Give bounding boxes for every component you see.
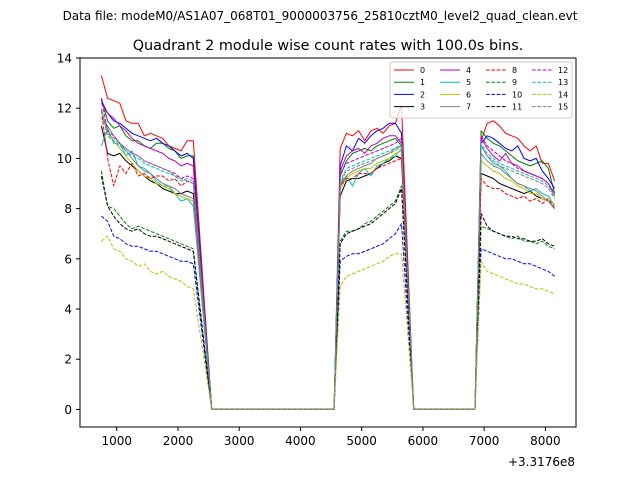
series-line-15 <box>100 108 556 410</box>
series-line-13 <box>100 110 556 410</box>
legend-label-2: 2 <box>420 90 425 99</box>
series-line-14 <box>101 235 555 410</box>
y-axis-ticks: 0 2 4 6 8 10 12 14 <box>57 52 80 417</box>
series-line-10 <box>101 215 555 410</box>
x-tick-label: 5000 <box>346 434 377 448</box>
x-tick-label: 7000 <box>469 434 500 448</box>
x-tick-label: 1000 <box>101 434 132 448</box>
legend-label-15: 15 <box>558 103 568 112</box>
x-tick-label: 3000 <box>224 434 255 448</box>
legend-label-3: 3 <box>420 103 425 112</box>
x-tick-label: 4000 <box>285 434 316 448</box>
legend-label-13: 13 <box>558 78 568 87</box>
series-line-0 <box>100 75 556 410</box>
series-line-4 <box>100 102 556 410</box>
legend-label-8: 8 <box>512 66 517 75</box>
legend-label-7: 7 <box>466 103 471 112</box>
y-tick-label: 8 <box>64 202 72 216</box>
y-tick-label: 14 <box>57 52 72 66</box>
legend-label-5: 5 <box>466 78 471 87</box>
x-tick-label: 6000 <box>408 434 439 448</box>
legend-label-12: 12 <box>558 66 568 75</box>
legend-label-1: 1 <box>420 78 425 87</box>
x-tick-label: 8000 <box>530 434 561 448</box>
series-line-11 <box>100 175 555 410</box>
y-tick-label: 2 <box>64 353 72 367</box>
series-line-7 <box>101 117 555 410</box>
series-line-12 <box>100 98 556 410</box>
legend-label-0: 0 <box>420 66 425 75</box>
legend-label-6: 6 <box>466 90 471 99</box>
legend-frame <box>389 61 573 119</box>
x-tick-label: 2000 <box>163 434 194 448</box>
y-tick-label: 6 <box>64 252 72 266</box>
legend-label-10: 10 <box>512 90 522 99</box>
y-tick-label: 12 <box>57 102 72 116</box>
plot-area: 1000 2000 3000 4000 5000 6000 7000 800002468101… <box>57 52 577 448</box>
x-axis-offset-label: +3.3176e8 <box>508 455 575 469</box>
figure-suptitle: Data file: modeM0/AS1A07_068T01_90000037… <box>63 9 578 23</box>
legend-label-14: 14 <box>558 90 568 99</box>
series-line-8 <box>100 110 556 410</box>
legend-label-9: 9 <box>512 78 517 87</box>
series-line-6 <box>100 108 555 410</box>
y-tick-label: 10 <box>57 152 72 166</box>
axes-frame <box>79 57 577 428</box>
legend-label-11: 11 <box>512 103 522 112</box>
y-tick-label: 0 <box>64 403 72 417</box>
series-line-2 <box>100 100 556 410</box>
series-line-9 <box>100 170 555 410</box>
x-axis-ticks: 1000 2000 3000 4000 5000 6000 7000 8000 <box>101 427 561 448</box>
chart-title: Quadrant 2 module wise count rates with … <box>133 38 524 54</box>
legend-label-4: 4 <box>466 66 471 75</box>
series-group <box>100 75 556 410</box>
y-tick-label: 4 <box>64 303 72 317</box>
